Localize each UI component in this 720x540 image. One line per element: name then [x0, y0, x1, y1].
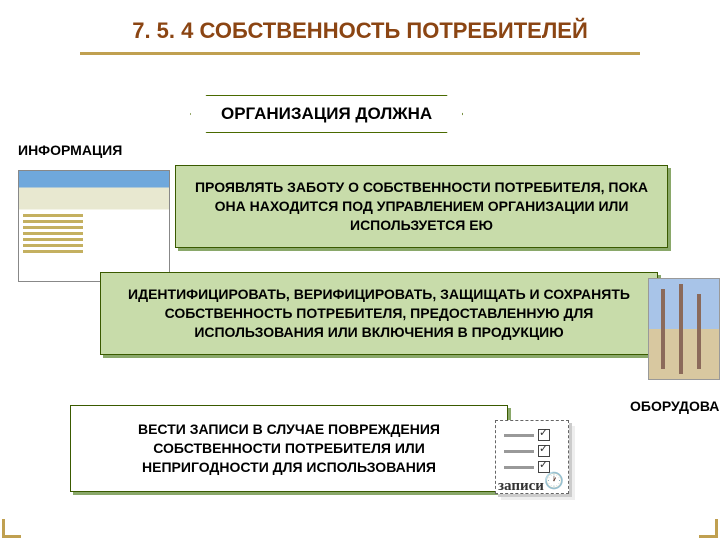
frame-corner-bl: [2, 519, 21, 538]
panel-3-text: ВЕСТИ ЗАПИСИ В СЛУЧАЕ ПОВРЕЖДЕНИЯ СОБСТВ…: [138, 421, 440, 475]
clock-icon: 🕐: [544, 471, 564, 491]
header-hexagon-text: ОРГАНИЗАЦИЯ ДОЛЖНА: [221, 104, 432, 123]
page-title: 7. 5. 4 СОБСТВЕННОСТЬ ПОТРЕБИТЕЛЕЙ: [132, 18, 588, 44]
panel-1: ПРОЯВЛЯТЬ ЗАБОТУ О СОБСТВЕННОСТИ ПОТРЕБИ…: [175, 165, 668, 248]
title-block: 7. 5. 4 СОБСТВЕННОСТЬ ПОТРЕБИТЕЛЕЙ: [0, 0, 720, 55]
frame-corner-br: [699, 519, 718, 538]
screenshot-lines: [23, 211, 83, 256]
panel-1-text: ПРОЯВЛЯТЬ ЗАБОТУ О СОБСТВЕННОСТИ ПОТРЕБИ…: [195, 179, 648, 233]
equipment-thumbnail: [648, 278, 720, 380]
records-label: записи: [498, 478, 544, 495]
title-underline: [80, 52, 640, 55]
information-label: ИНФОРМАЦИЯ: [18, 142, 122, 158]
panel-2-text: ИДЕНТИФИЦИРОВАТЬ, ВЕРИФИЦИРОВАТЬ, ЗАЩИЩА…: [128, 286, 630, 340]
panel-2: ИДЕНТИФИЦИРОВАТЬ, ВЕРИФИЦИРОВАТЬ, ЗАЩИЩА…: [100, 272, 658, 355]
screenshot-thumbnail: [18, 170, 170, 282]
header-hexagon: ОРГАНИЗАЦИЯ ДОЛЖНА: [190, 95, 463, 133]
panel-3: ВЕСТИ ЗАПИСИ В СЛУЧАЕ ПОВРЕЖДЕНИЯ СОБСТВ…: [70, 405, 508, 492]
equipment-label: ОБОРУДОВАН: [630, 398, 720, 414]
